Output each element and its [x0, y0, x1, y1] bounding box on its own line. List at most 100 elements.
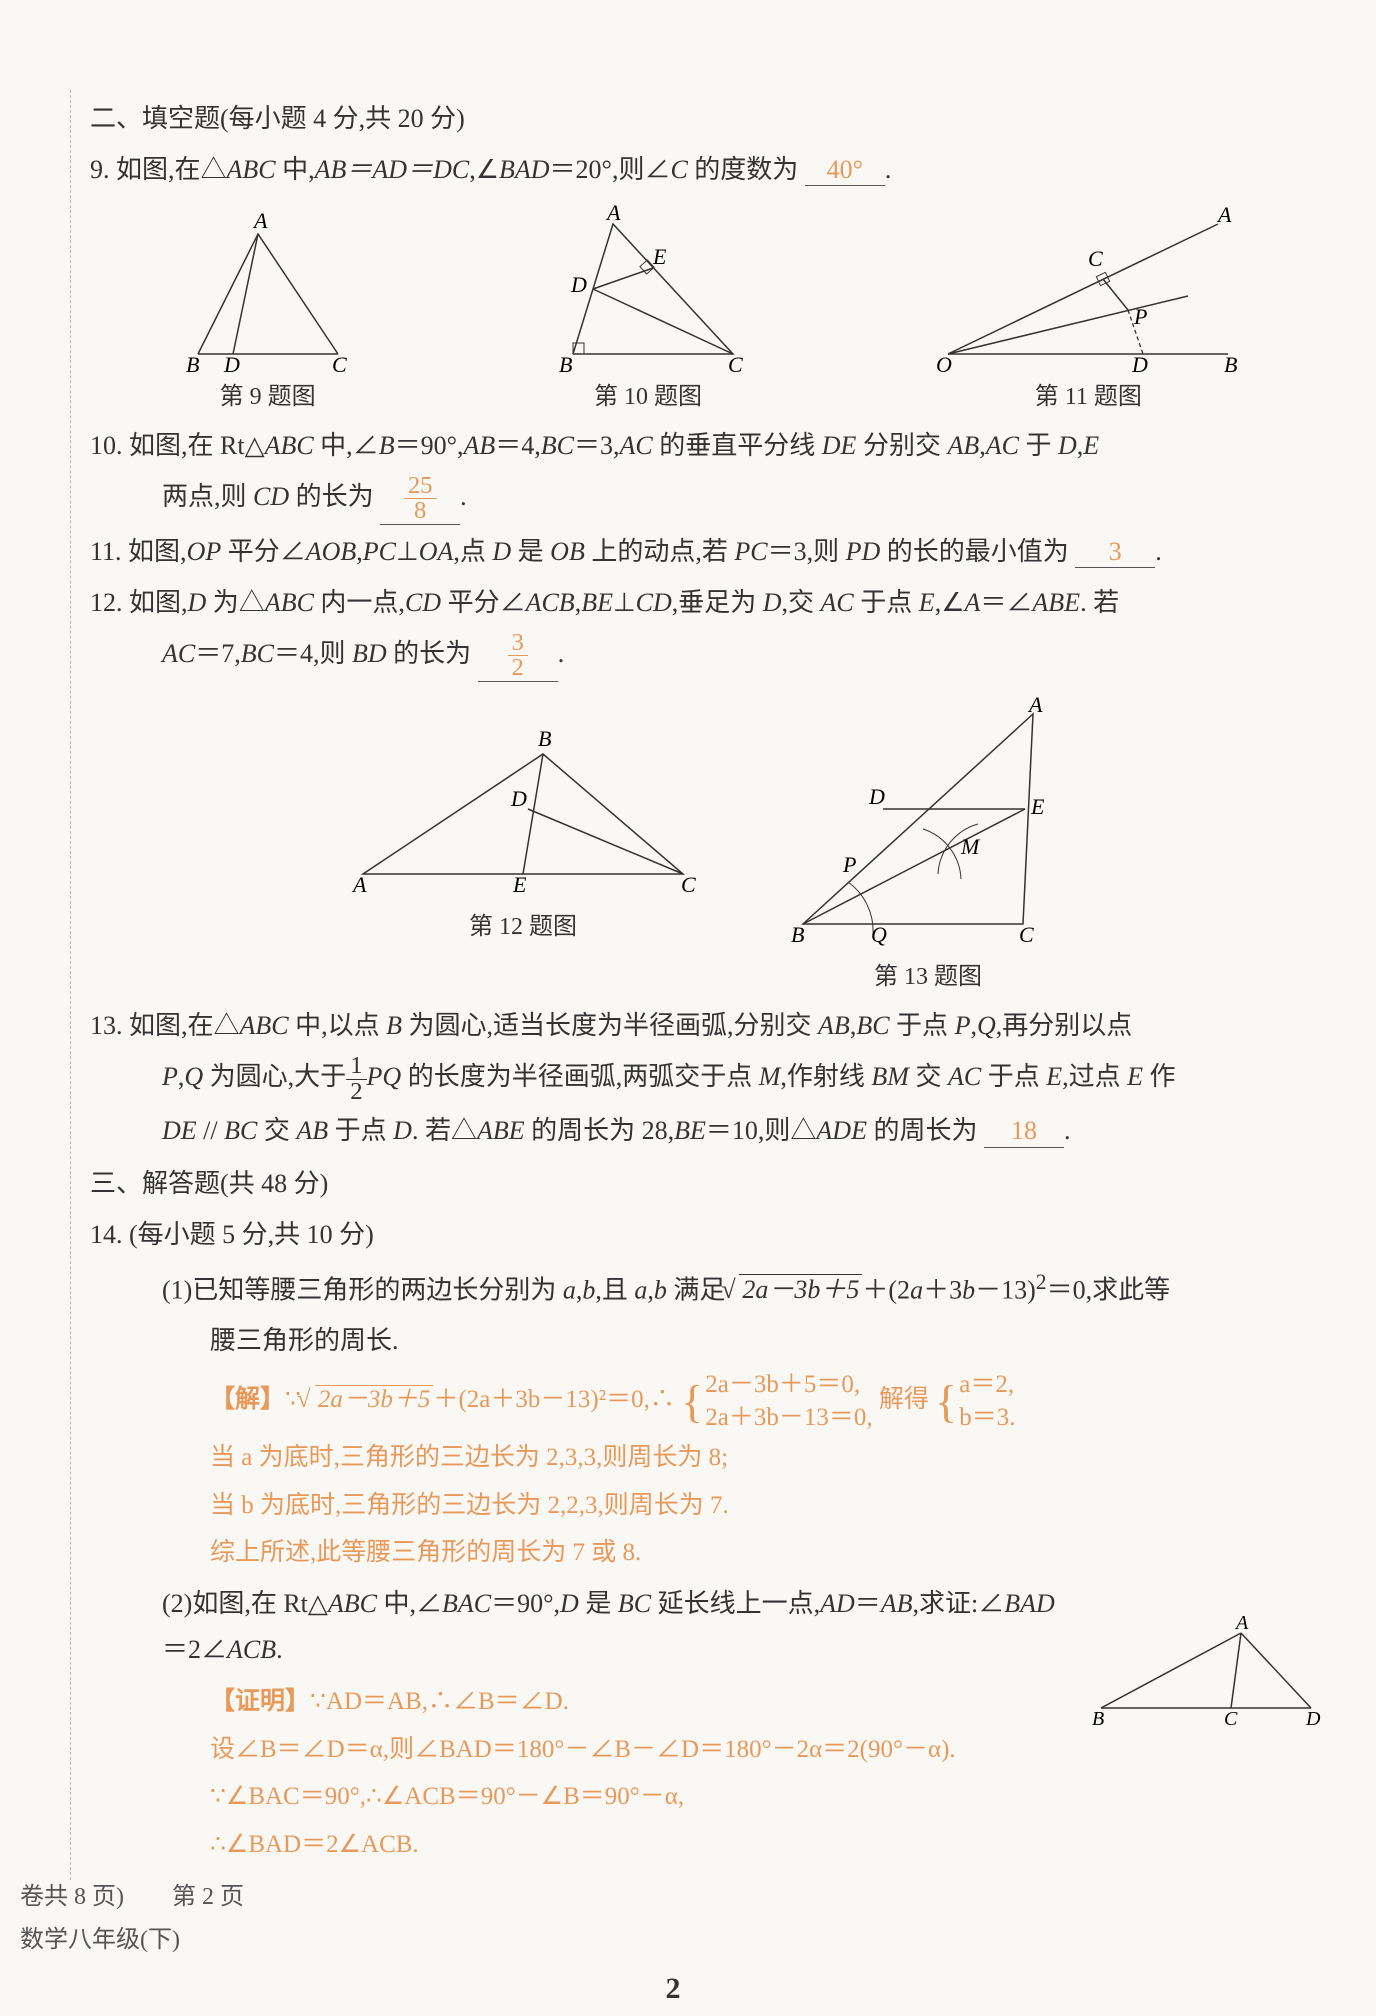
q10-l1e: ＝3, — [574, 431, 620, 460]
fig9-D: D — [223, 352, 240, 374]
q11-a: 如图, — [128, 537, 187, 566]
q13-pq: PQ — [367, 1062, 402, 1091]
q9-answer: 40° — [805, 154, 885, 186]
q14-2-l1g: ,求证:∠ — [913, 1589, 1005, 1618]
question-14-2-wrap: (2)如图,在 Rt△ABC 中,∠BAC＝90°,D 是 BC 延长线上一点,… — [90, 1577, 1326, 1869]
q9-tri: ABC — [227, 155, 276, 184]
q14-1-sys2a: a＝2, — [959, 1369, 1015, 1402]
q13-l2g: 于点 — [981, 1062, 1046, 1091]
question-11: 11. 如图,OP 平分∠AOB,PC⊥OA,点 D 是 OB 上的动点,若 P… — [90, 529, 1326, 576]
fig13-B: B — [791, 922, 804, 947]
q10-l1i: 于 — [1019, 431, 1058, 460]
q10-e: E — [1083, 431, 1099, 460]
q12-l1h: ,交 — [782, 588, 821, 617]
q10-l2b: 的长为 — [289, 482, 374, 511]
q10-ans-num: 25 — [404, 474, 437, 500]
q11-answer: 3 — [1075, 536, 1155, 568]
figure-10: A B C D E 第 10 题图 — [523, 204, 773, 419]
fig11-A: A — [1216, 204, 1232, 227]
fig13-E: E — [1030, 794, 1045, 819]
q10-de: DE — [822, 431, 857, 460]
q10-ab: AB — [463, 431, 495, 460]
q14-1-sq: 2 — [1036, 1270, 1047, 1294]
q11-op: OP — [187, 537, 222, 566]
q14-1-s2: 当 a 为底时,三角形的三边长为 2,3,3,则周长为 8; — [210, 1434, 1326, 1482]
fig11-caption: 第 11 题图 — [928, 376, 1248, 419]
q12-cd: CD — [405, 588, 441, 617]
q14-2-bac: BAC — [442, 1589, 491, 1618]
q13-be: BE — [674, 1116, 706, 1145]
q14-2-l1c: ＝90°, — [491, 1589, 560, 1618]
q12-abe: ABE — [1032, 588, 1080, 617]
q11-oa: OA — [419, 537, 454, 566]
q13-ac: AC — [948, 1062, 981, 1091]
q12-l1c: 内一点, — [314, 588, 405, 617]
q12-ac2: AC — [162, 639, 195, 668]
q13-abe: ABE — [477, 1116, 525, 1145]
q14-2-l1b: 中,∠ — [377, 1589, 442, 1618]
q13-bm: BM — [871, 1062, 909, 1091]
q10-l1g: 分别交 — [856, 431, 947, 460]
fig14-2-C: C — [1224, 1708, 1238, 1730]
fig10-D: D — [570, 272, 587, 297]
q14-2-l1f: ＝ — [855, 1589, 881, 1618]
brace-icon-2: { — [935, 1374, 957, 1430]
q11-g: 上的动点,若 — [585, 537, 735, 566]
q11-h: ＝3,则 — [768, 537, 846, 566]
q13-l3h: 的周长为 — [867, 1116, 978, 1145]
q10-ab2: AB — [947, 431, 979, 460]
q13-ab: AB — [818, 1011, 850, 1040]
q13-M: M — [759, 1062, 781, 1091]
fig13-D: D — [868, 784, 885, 809]
q14-1-s3: 当 b 为底时,三角形的三边长为 2,2,3,则周长为 7. — [210, 1482, 1326, 1530]
q13-Q: Q — [977, 1011, 996, 1040]
q14-2-l1d: 是 — [579, 1589, 618, 1618]
q14-1-b: b — [582, 1275, 595, 1304]
q14-1-sqrt: 2a－3b＋5 — [725, 1267, 862, 1314]
q10-d: D — [1058, 431, 1077, 460]
footer-pagenum: 2 — [20, 1962, 1326, 2016]
q14-1-s4: 综上所述,此等腰三角形的周长为 7 或 8. — [210, 1529, 1326, 1577]
q12-l1b: 为△ — [206, 588, 265, 617]
q13-l2e: ,作射线 — [780, 1062, 871, 1091]
fig10-C: C — [728, 352, 743, 374]
q14-1-sys1: 2a－3b＋5＝0,2a＋3b－13＝0, — [705, 1369, 872, 1434]
q10-ac: AC — [620, 431, 653, 460]
fig13-P: P — [842, 852, 856, 877]
q9-text-a: 如图,在△ — [116, 155, 227, 184]
q13-l2h: ,过点 — [1062, 1062, 1127, 1091]
q11-D: D — [492, 537, 511, 566]
q10-cd: CD — [253, 482, 289, 511]
q14-1-b2: b — [654, 1275, 667, 1304]
q13-B: B — [386, 1011, 402, 1040]
q14-2-D: D — [560, 1589, 579, 1618]
question-14-1: (1)已知等腰三角形的两边长分别为 a,b,且 a,b 满足2a－3b＋5＋(2… — [90, 1263, 1326, 1314]
q14-1-a3: a — [910, 1275, 923, 1304]
fig12-B: B — [538, 726, 551, 751]
q14-1-sys1b: 2a＋3b－13＝0, — [705, 1402, 872, 1435]
q10-l1c: ＝90°, — [395, 431, 464, 460]
figure-9: A B D C 第 9 题图 — [168, 204, 368, 419]
section-3-header: 三、解答题(共 48 分) — [90, 1161, 1326, 1208]
q14-1-s1b: ＋(2a＋3b－13)²＝0,∴ — [433, 1386, 675, 1413]
q14-2-l1h: ＝2∠ — [162, 1635, 227, 1664]
figure-13: A B C D E P Q M 第 13 题图 — [773, 694, 1083, 999]
question-10: 10. 如图,在 Rt△ABC 中,∠B＝90°,AB＝4,BC＝3,AC 的垂… — [90, 423, 1326, 470]
q10-tri: ABC — [265, 431, 314, 460]
q9-text-b: 中, — [276, 155, 315, 184]
q11-num: 11. — [90, 537, 122, 566]
q9-num: 9. — [90, 155, 110, 184]
q14-1-sol-sqrt: 2a－3b＋5 — [301, 1376, 434, 1424]
question-12-line2: AC＝7,BC＝4,则 BD 的长为 32. — [90, 631, 1326, 682]
fig11-O: O — [936, 352, 952, 374]
q12-l1k: ＝∠ — [980, 588, 1032, 617]
q11-pc2: PC — [734, 537, 767, 566]
q9-text-e: 的度数为 — [688, 155, 799, 184]
q12-bc: BC — [241, 639, 274, 668]
q13-half-den: 2 — [346, 1080, 366, 1105]
q14-2-solution: 【证明】∵AD＝AB,∴∠B＝∠D. 设∠B＝∠D＝α,则∠BAD＝180°－∠… — [90, 1678, 1074, 1868]
q10-ac2: AC — [986, 431, 1019, 460]
q13-l1b: 中,以点 — [289, 1011, 387, 1040]
q14-2-sol-tag: 【证明】 — [210, 1688, 310, 1715]
q14-1-a2: a — [634, 1275, 647, 1304]
